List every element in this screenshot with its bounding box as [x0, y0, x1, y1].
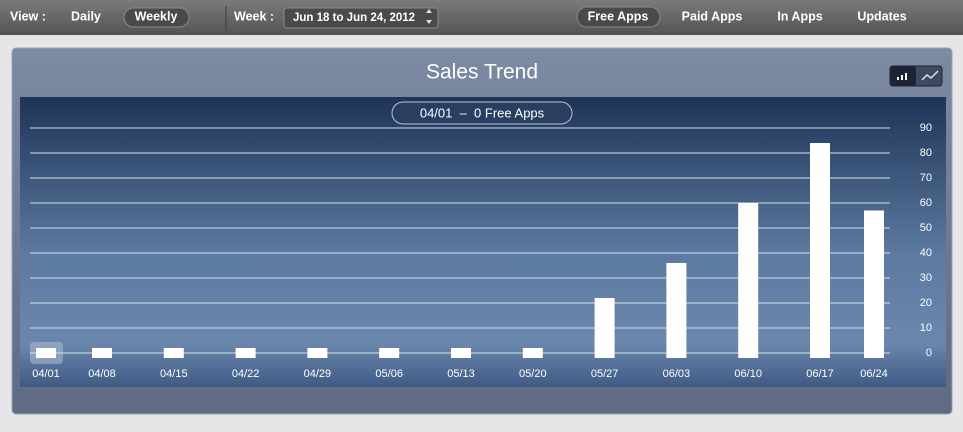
tab[interactable]: Free Apps [588, 9, 649, 23]
week-dropdown[interactable] [283, 7, 439, 29]
x-tick-label: 06/17 [806, 368, 834, 380]
selected-pill [123, 7, 190, 28]
x-tick-label: 04/22 [232, 368, 260, 380]
view-option[interactable]: Weekly [135, 9, 178, 23]
bar [594, 298, 615, 358]
y-tick-label: 60 [920, 197, 932, 209]
view-label: View : [10, 9, 46, 23]
x-tick-label: 05/20 [519, 368, 547, 380]
x-tick-label: 06/10 [734, 368, 762, 380]
y-tick-label: 40 [920, 247, 932, 259]
x-tick-label: 05/27 [591, 368, 619, 380]
tab[interactable]: Paid Apps [682, 9, 743, 23]
y-tick-label: 80 [920, 147, 932, 159]
bar [307, 348, 328, 358]
bar [522, 348, 543, 358]
bar [864, 210, 884, 358]
y-tick-label: 70 [920, 172, 932, 184]
x-tick-label: 05/06 [375, 368, 403, 380]
bar [163, 348, 184, 358]
y-tick-label: 20 [920, 297, 932, 309]
bar [810, 143, 830, 358]
y-tick-label: 50 [920, 222, 932, 234]
y-tick-label: 30 [920, 272, 932, 284]
x-tick-label: 06/03 [663, 368, 691, 380]
x-tick-label: 04/08 [88, 368, 116, 380]
week-value: Jun 18 to Jun 24, 2012 [293, 12, 415, 24]
x-tick-label: 04/01 [32, 368, 60, 380]
plot-area [20, 97, 946, 387]
chart-title: Sales Trend [426, 61, 538, 84]
bar [36, 348, 56, 358]
x-tick-label: 04/15 [160, 368, 188, 380]
tab[interactable]: Updates [857, 9, 906, 23]
toggle-line[interactable] [921, 70, 939, 81]
tab[interactable]: In Apps [777, 9, 822, 23]
bar [451, 348, 471, 358]
week-label: Week : [234, 9, 274, 23]
bar [738, 203, 759, 358]
selected-pill [576, 6, 661, 28]
view-option[interactable]: Daily [71, 9, 101, 23]
bar [92, 348, 112, 358]
bar [235, 348, 256, 358]
x-tick-label: 04/29 [304, 368, 332, 380]
y-tick-label: 90 [920, 122, 932, 134]
x-tick-label: 05/13 [447, 368, 475, 380]
dropdown-arrows [426, 9, 432, 24]
x-tick-label: 06/24 [860, 368, 888, 380]
chart-toggle [889, 65, 943, 87]
y-tick-label: 10 [920, 322, 932, 334]
bar [666, 263, 687, 358]
tooltip [391, 101, 573, 125]
bar [379, 348, 400, 358]
tooltip-text: 04/01 – 0 Free Apps [420, 105, 545, 120]
y-tick-label: 0 [926, 347, 932, 359]
